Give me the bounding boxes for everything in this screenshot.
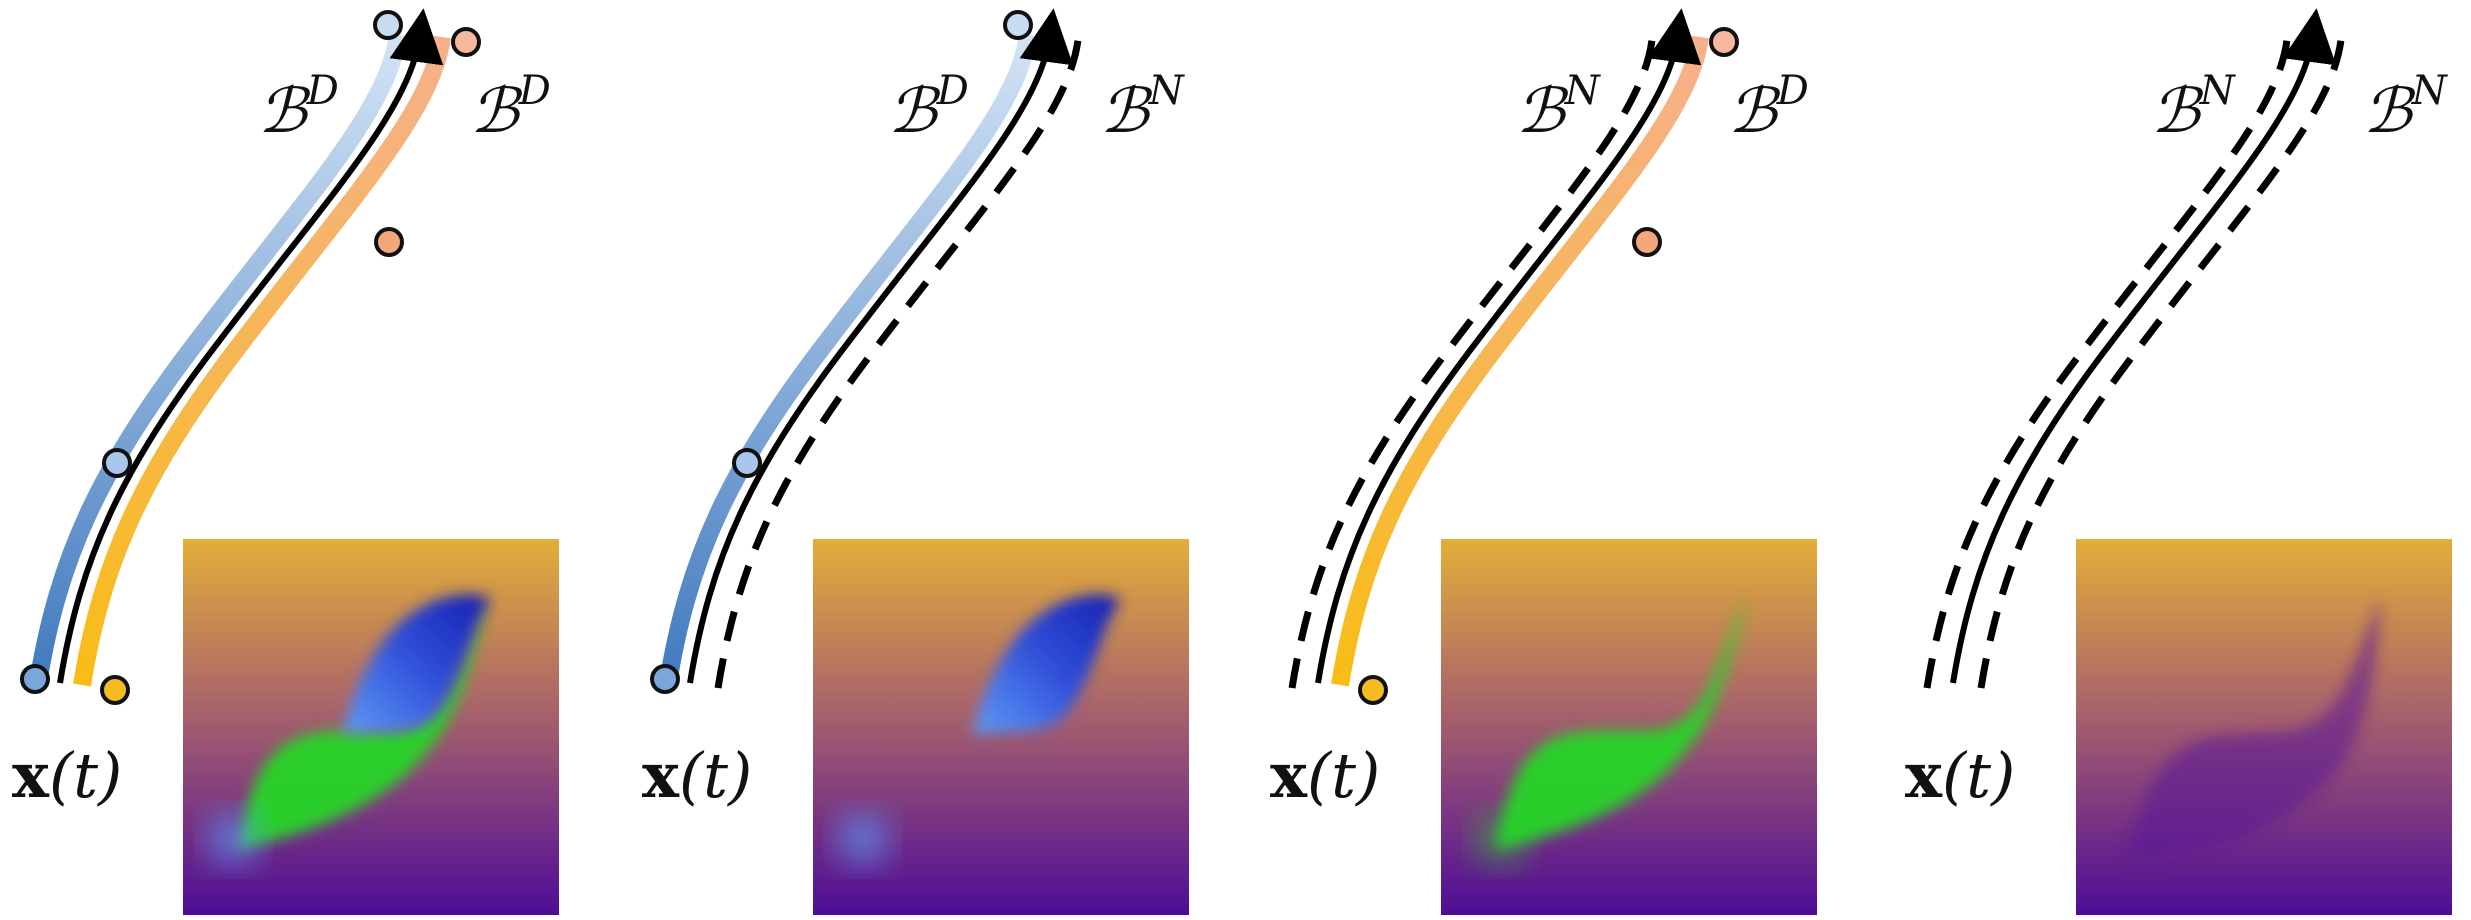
- dirichlet-right-point-2: [1632, 227, 1662, 257]
- panel-4: ℬN ℬN x(t): [1905, 8, 2452, 915]
- inset-field-plot: [2076, 539, 2452, 915]
- neumann-left-dashed-line: [1923, 39, 2291, 689]
- inset-field-plot: [1441, 539, 1817, 915]
- dirichlet-right-band: [73, 35, 451, 687]
- left-boundary-label: ℬD: [888, 68, 969, 147]
- dirichlet-right-point-2: [374, 227, 404, 257]
- panel-3: ℬN ℬD x(t): [1270, 8, 1817, 915]
- dirichlet-right-point-1: [100, 675, 130, 705]
- curve-x-of-t: [1315, 8, 1702, 684]
- panel-2: ℬD ℬN x(t): [642, 8, 1189, 915]
- left-boundary-label: ℬD: [258, 68, 339, 147]
- curve-x-of-t: [1950, 8, 2337, 684]
- right-boundary-label: ℬD: [470, 68, 551, 147]
- neumann-right-dashed-line: [1977, 39, 2345, 689]
- inset-field-plot: [813, 539, 1189, 915]
- x-of-t-label: x(t): [1905, 739, 2015, 812]
- dirichlet-right-point-1: [1358, 675, 1388, 705]
- dirichlet-right-point-3: [1709, 27, 1739, 57]
- right-boundary-label: ℬD: [1728, 68, 1809, 147]
- panels-root: ℬD ℬD x(t) ℬD ℬN x(t) ℬN ℬD x(t) ℬN ℬN x(t): [12, 8, 2452, 915]
- right-boundary-label: ℬN: [2363, 68, 2449, 147]
- dirichlet-left-band: [659, 33, 1037, 685]
- panel-1: ℬD ℬD x(t): [12, 8, 559, 915]
- dirichlet-left-band: [29, 33, 407, 685]
- inset-field-plot: [183, 539, 559, 915]
- inset-green-region: [1496, 599, 1746, 849]
- inset-purple-region: [2126, 599, 2381, 859]
- neumann-right-dashed-line: [714, 39, 1082, 689]
- curve-x-of-t: [57, 8, 444, 684]
- left-boundary-label: ℬN: [2151, 68, 2237, 147]
- neumann-left-dashed-line: [1288, 39, 1656, 689]
- curve-x-of-t: [687, 8, 1074, 684]
- x-of-t-label: x(t): [1270, 739, 1380, 812]
- dirichlet-left-point-3: [373, 10, 403, 40]
- dirichlet-left-point-3: [1003, 10, 1033, 40]
- x-of-t-label: x(t): [642, 739, 752, 812]
- right-boundary-label: ℬN: [1100, 68, 1186, 147]
- inset-blue-glow: [841, 817, 885, 861]
- dirichlet-left-point-1: [650, 664, 680, 694]
- inset-blue-region: [343, 594, 491, 734]
- inset-blue-region: [973, 594, 1121, 734]
- dirichlet-left-point-2: [102, 448, 132, 478]
- dirichlet-right-point-3: [451, 27, 481, 57]
- inset-blue-glow: [211, 817, 255, 861]
- x-of-t-label: x(t): [12, 739, 122, 812]
- dirichlet-left-point-1: [20, 664, 50, 694]
- dirichlet-left-point-2: [732, 448, 762, 478]
- inset-green-region: [238, 599, 488, 849]
- left-boundary-label: ℬN: [1516, 68, 1602, 147]
- dirichlet-right-band: [1331, 35, 1709, 687]
